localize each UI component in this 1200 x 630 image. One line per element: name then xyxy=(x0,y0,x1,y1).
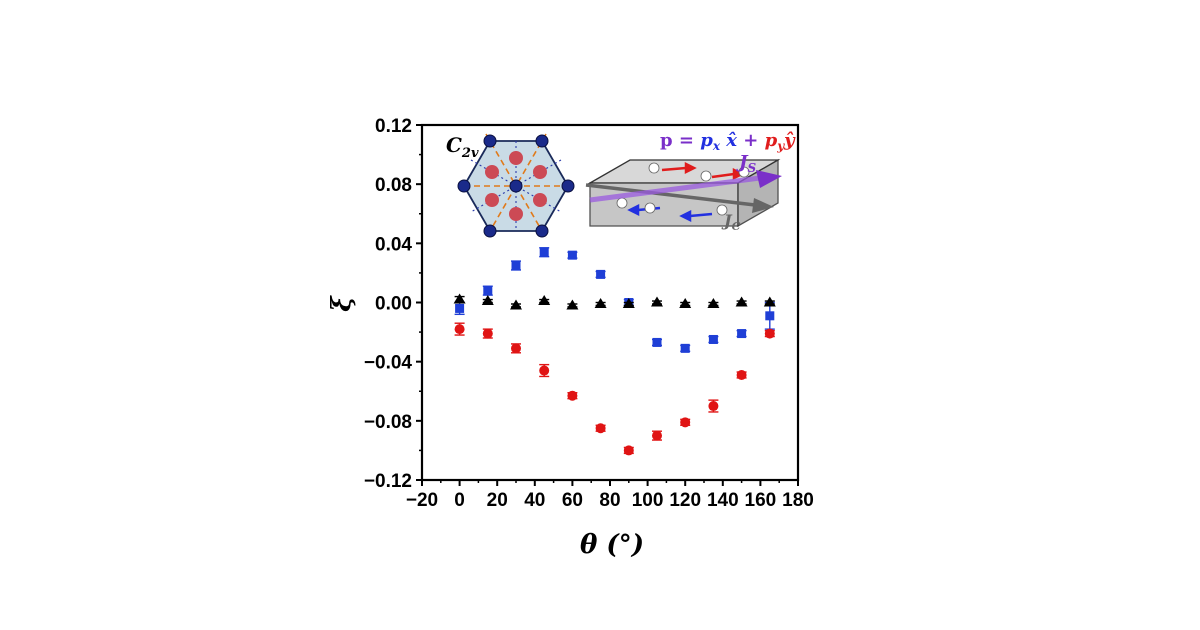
data-point-triangle xyxy=(707,297,720,308)
data-point-triangle xyxy=(594,297,607,308)
data-point-square xyxy=(455,303,465,313)
x-tick-label: 0 xyxy=(454,490,465,511)
data-point-square xyxy=(539,247,549,257)
data-point-square xyxy=(596,269,606,279)
data-point-circle xyxy=(764,328,775,339)
series-circle xyxy=(454,322,775,456)
x-tick-label: 80 xyxy=(599,490,620,511)
data-point-circle xyxy=(567,390,578,401)
data-point-triangle xyxy=(566,299,579,310)
data-point-square xyxy=(511,261,521,271)
data-point-circle xyxy=(680,417,691,428)
data-point-triangle xyxy=(453,293,466,304)
data-point-circle xyxy=(736,369,747,380)
data-point-square xyxy=(737,329,747,339)
x-tick-label: 20 xyxy=(487,490,508,511)
y-tick-label: 0.04 xyxy=(375,234,412,255)
y-tick-label: 0.08 xyxy=(375,175,412,196)
polarization-formula: p = px x̂ + pyŷ xyxy=(660,130,796,153)
data-point-triangle xyxy=(481,295,494,306)
x-tick-label: 60 xyxy=(562,490,583,511)
y-tick-label: 0.12 xyxy=(375,116,412,137)
x-tick-label: 120 xyxy=(669,490,701,511)
charge-current-label: JC xyxy=(721,211,741,233)
data-point-triangle xyxy=(763,296,776,307)
x-tick-label: 160 xyxy=(745,490,777,511)
data-series xyxy=(453,247,776,456)
y-tick-label: 0.00 xyxy=(375,294,412,315)
data-point-square xyxy=(708,334,718,344)
x-tick-label: 180 xyxy=(782,490,814,511)
data-point-triangle xyxy=(651,296,663,307)
y-tick-label: −0.12 xyxy=(364,471,412,492)
x-tick-label: 40 xyxy=(524,490,545,511)
data-point-triangle xyxy=(735,296,748,307)
data-point-triangle xyxy=(622,297,635,308)
data-point-circle xyxy=(511,343,521,354)
data-point-circle xyxy=(595,423,606,434)
y-tick-label: −0.08 xyxy=(364,412,412,433)
data-point-circle xyxy=(652,430,662,441)
data-point-square xyxy=(652,337,662,347)
y-axis-title: ξ xyxy=(327,295,357,312)
data-point-circle xyxy=(454,324,465,335)
data-point-square xyxy=(567,250,577,260)
symmetry-label: C2v xyxy=(446,133,479,161)
data-point-square xyxy=(680,343,690,353)
data-point-circle xyxy=(539,365,550,376)
x-tick-label: −20 xyxy=(406,490,438,511)
data-point-triangle xyxy=(538,295,551,306)
data-point-triangle xyxy=(510,299,522,310)
data-point-circle xyxy=(708,401,719,412)
series-square xyxy=(454,247,775,353)
x-tick-label: 100 xyxy=(632,490,664,511)
spin-current-label: JS xyxy=(736,152,757,175)
data-point-circle xyxy=(482,328,493,339)
slab-device-icon xyxy=(585,158,782,228)
series-triangle xyxy=(453,293,776,310)
x-axis-title: θ (°) xyxy=(580,530,644,560)
y-axis: −0.12 −0.08 −0.04 0.00 0.04 0.08 0.12 xyxy=(364,116,422,492)
data-point-square xyxy=(483,286,493,296)
hexagon-lattice-icon xyxy=(457,133,575,239)
x-axis: −20 0 20 40 60 80 100 120 140 160 180 xyxy=(406,480,814,511)
data-point-square xyxy=(765,311,775,321)
data-point-triangle xyxy=(679,297,692,308)
data-point-circle xyxy=(623,445,634,456)
y-tick-label: −0.04 xyxy=(364,353,413,374)
x-tick-label: 140 xyxy=(707,490,739,511)
